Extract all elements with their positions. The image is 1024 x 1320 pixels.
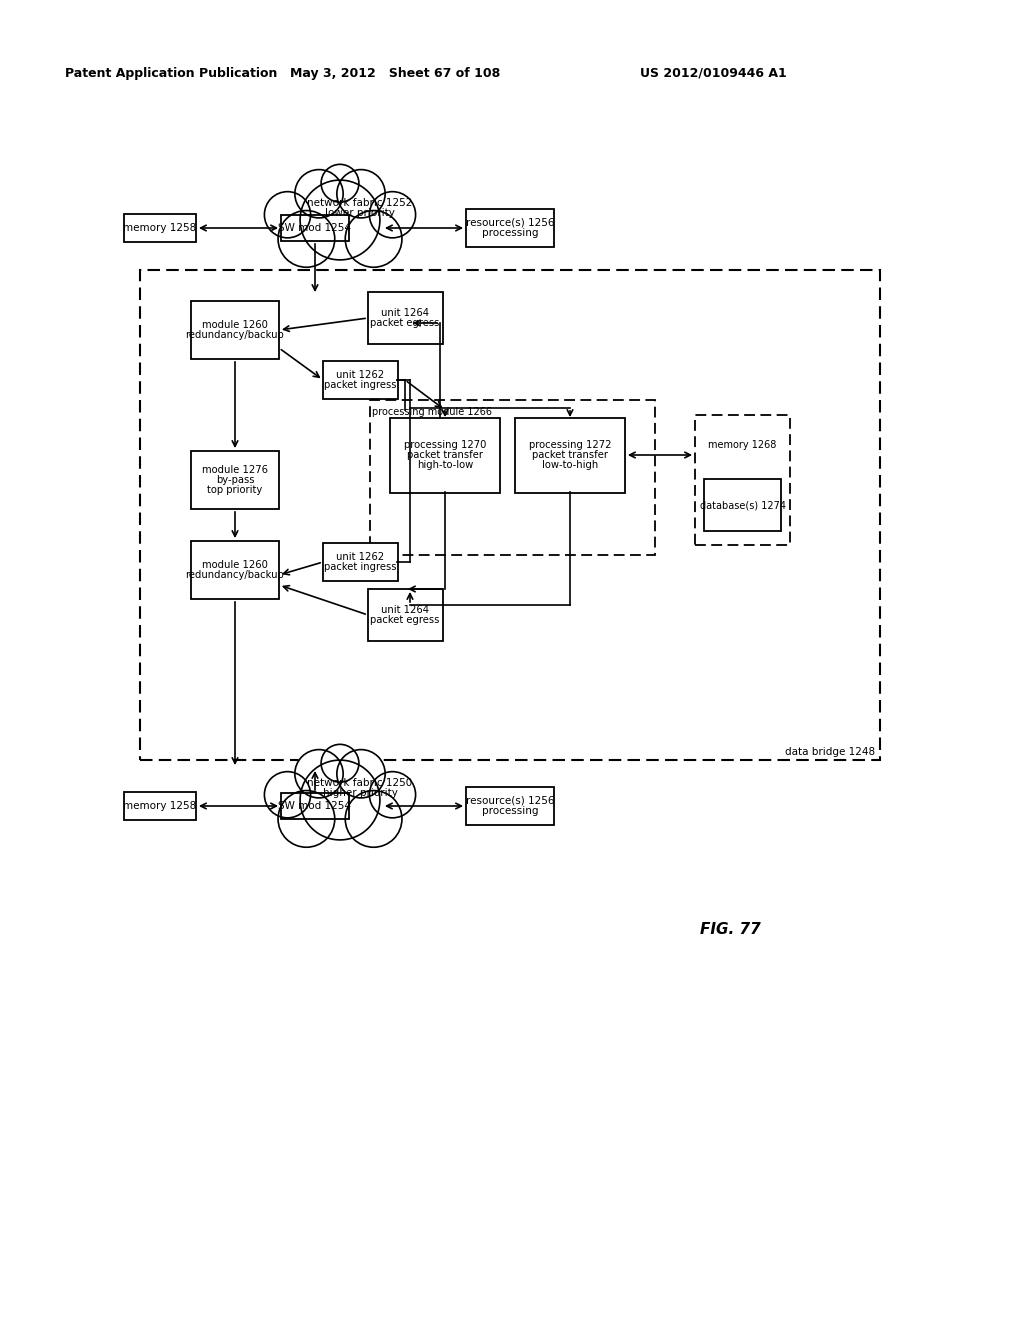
Circle shape (337, 750, 385, 797)
Circle shape (295, 750, 343, 797)
Text: high-to-low: high-to-low (417, 459, 473, 470)
Text: processing 1270: processing 1270 (403, 441, 486, 450)
Text: module 1260: module 1260 (202, 560, 268, 570)
Text: packet egress: packet egress (371, 318, 439, 327)
Text: Patent Application Publication: Patent Application Publication (65, 66, 278, 79)
Circle shape (279, 211, 335, 267)
Circle shape (337, 169, 385, 218)
Text: packet transfer: packet transfer (532, 450, 608, 459)
Text: FIG. 77: FIG. 77 (700, 923, 761, 937)
Bar (368, 292, 442, 345)
Circle shape (322, 165, 358, 202)
Text: memory 1268: memory 1268 (709, 440, 776, 450)
Text: database(s) 1274: database(s) 1274 (699, 500, 785, 510)
Circle shape (322, 744, 358, 783)
Circle shape (300, 760, 380, 840)
Text: May 3, 2012   Sheet 67 of 108: May 3, 2012 Sheet 67 of 108 (290, 66, 500, 79)
Text: module 1260: module 1260 (202, 321, 268, 330)
Text: packet ingress: packet ingress (324, 562, 396, 572)
Text: processing module 1266: processing module 1266 (372, 407, 492, 417)
Text: processing: processing (481, 807, 539, 816)
Text: resource(s) 1256: resource(s) 1256 (466, 218, 554, 228)
Text: unit 1264: unit 1264 (381, 605, 429, 615)
Bar (466, 787, 554, 825)
Text: by-pass: by-pass (216, 475, 254, 484)
Text: higher priority: higher priority (323, 788, 397, 799)
Bar (370, 400, 655, 554)
Text: redundancy/backup: redundancy/backup (185, 570, 285, 579)
Circle shape (345, 791, 402, 847)
Bar (390, 417, 500, 492)
Text: unit 1262: unit 1262 (336, 370, 384, 380)
Bar (705, 479, 781, 531)
Text: top priority: top priority (208, 484, 262, 495)
Text: memory 1258: memory 1258 (123, 801, 197, 810)
Text: processing 1272: processing 1272 (528, 441, 611, 450)
Circle shape (345, 211, 402, 267)
Bar (124, 214, 196, 242)
Bar (281, 215, 349, 242)
Bar (466, 209, 554, 247)
Circle shape (370, 772, 416, 818)
Bar (191, 301, 279, 359)
Circle shape (264, 191, 310, 238)
Text: low-to-high: low-to-high (542, 459, 598, 470)
Circle shape (300, 180, 380, 260)
Bar (124, 792, 196, 820)
Circle shape (279, 791, 335, 847)
Text: unit 1262: unit 1262 (336, 552, 384, 562)
Circle shape (370, 191, 416, 238)
Text: packet transfer: packet transfer (407, 450, 483, 459)
Text: resource(s) 1256: resource(s) 1256 (466, 796, 554, 807)
Circle shape (264, 772, 310, 818)
Text: lower priority: lower priority (325, 209, 395, 218)
Bar (140, 271, 880, 760)
Bar (695, 414, 790, 545)
Bar (368, 589, 442, 642)
Text: packet ingress: packet ingress (324, 380, 396, 389)
Bar (323, 543, 397, 581)
Text: memory 1258: memory 1258 (123, 223, 197, 234)
Bar (191, 541, 279, 599)
Bar (323, 360, 397, 399)
Bar (281, 793, 349, 818)
Bar (515, 417, 625, 492)
Text: redundancy/backup: redundancy/backup (185, 330, 285, 339)
Circle shape (295, 169, 343, 218)
Text: processing: processing (481, 228, 539, 238)
Bar (191, 451, 279, 510)
Text: module 1276: module 1276 (202, 465, 268, 475)
Text: unit 1264: unit 1264 (381, 308, 429, 318)
Text: SW mod 1254: SW mod 1254 (279, 801, 351, 810)
Text: network fabric 1252: network fabric 1252 (307, 198, 413, 209)
Text: data bridge 1248: data bridge 1248 (784, 747, 874, 756)
Text: SW mod 1254: SW mod 1254 (279, 223, 351, 234)
Text: packet egress: packet egress (371, 615, 439, 624)
Text: US 2012/0109446 A1: US 2012/0109446 A1 (640, 66, 786, 79)
Text: network fabric 1250: network fabric 1250 (307, 777, 413, 788)
